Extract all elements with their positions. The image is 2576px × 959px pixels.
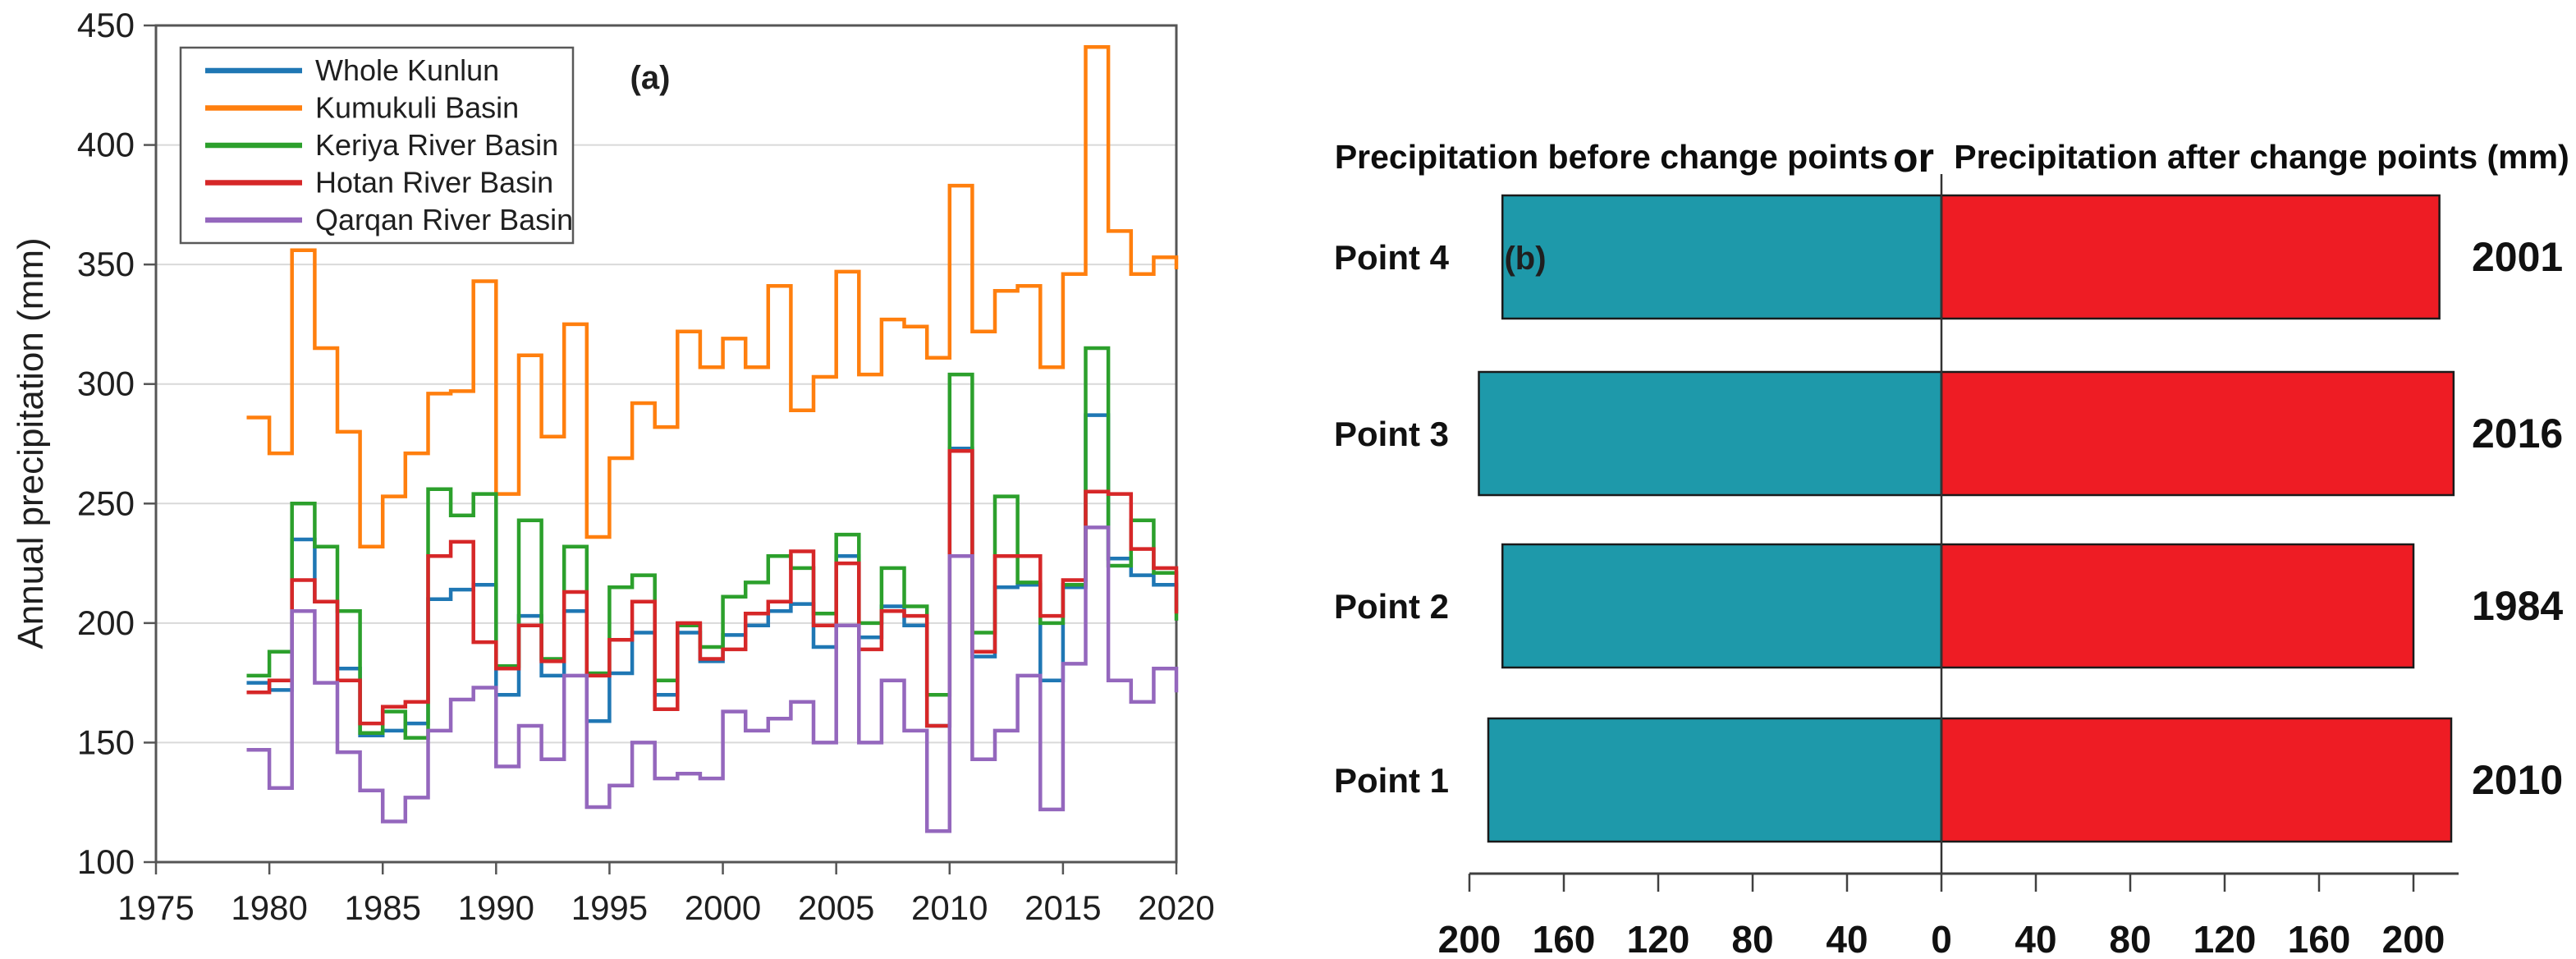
x-tick-label-2000: 2000 (685, 888, 761, 927)
legend-label-whole-kunlun: Whole Kunlun (315, 53, 499, 87)
title-after-change-points: Precipitation after change points (mm) (1954, 138, 2569, 176)
category-label-point-1: Point 1 (1334, 761, 1449, 800)
bar-before-point-4 (1501, 194, 1943, 320)
series-line-whole-kunlun (246, 413, 1179, 737)
y-tick-label-200: 200 (77, 603, 135, 642)
x-tick-label-2010: 2010 (911, 888, 988, 927)
category-label-point-4: Point 4 (1334, 238, 1450, 277)
title-before-change-points: Precipitation before change points (1335, 138, 1888, 176)
legend-label-kumukuli-basin: Kumukuli Basin (315, 91, 519, 125)
x-tick-label-2005: 2005 (798, 888, 874, 927)
y-tick-label-350: 350 (77, 245, 135, 283)
x-tick-label-40-4: 40 (1826, 918, 1868, 959)
y-tick-label-100: 100 (77, 842, 135, 881)
x-tick-label-160-1: 160 (1533, 918, 1596, 959)
y-tick-label-250: 250 (77, 484, 135, 522)
y-tick-label-150: 150 (77, 723, 135, 761)
x-tick-label-200-10: 200 (2382, 918, 2445, 959)
year-label-2010: 2010 (2472, 757, 2563, 803)
category-label-point-3: Point 3 (1334, 415, 1449, 453)
bar-before-point-2 (1501, 543, 1943, 669)
legend-label-qarqan-river-basin: Qarqan River Basin (315, 203, 573, 236)
bar-after-point-2 (1940, 543, 2415, 669)
legend-label-hotan-river-basin: Hotan River Basin (315, 166, 553, 200)
bar-after-point-4 (1940, 194, 2441, 320)
legend-label-keriya-river-basin: Keriya River Basin (315, 128, 558, 162)
x-tick-label-40-6: 40 (2015, 918, 2056, 959)
x-tick-label-80-7: 80 (2109, 918, 2151, 959)
y-tick-label-450: 450 (77, 6, 135, 44)
y-axis-title: Annual precipitation (mm) (11, 237, 51, 649)
axes-group: 100 150 200 250 300 350 400 450 1975 1980 1985 1990… (77, 6, 1215, 927)
x-tick-label-0-5: 0 (1931, 918, 1952, 959)
x-tick-label-200-0: 200 (1438, 918, 1501, 959)
x-tick-label-1980: 1980 (231, 888, 307, 927)
year-label-2001: 2001 (2472, 234, 2563, 280)
series-line-hotan-river-basin (246, 448, 1179, 728)
series-line-kumukuli-basin (246, 44, 1179, 548)
panel-a-label: (a) (630, 60, 671, 96)
title-or: or (1893, 135, 1934, 181)
x-tick-label-2015: 2015 (1024, 888, 1101, 927)
bars-group: Point 4 2001 Point 3 2016 Point 2 1984 Point 1… (1334, 194, 2563, 843)
x-tick-label-1975: 1975 (117, 888, 194, 927)
year-label-1984: 1984 (2472, 583, 2563, 629)
panel-b-label: (b) (1504, 241, 1546, 277)
bar-after-point-1 (1940, 717, 2453, 843)
x-tick-label-2020: 2020 (1138, 888, 1214, 927)
x-tick-label-1985: 1985 (345, 888, 421, 927)
year-label-2016: 2016 (2472, 411, 2563, 457)
y-tick-label-300: 300 (77, 365, 135, 403)
series-lines-group (246, 44, 1179, 833)
x-tick-label-120-8: 120 (2193, 918, 2257, 959)
y-tick-label-400: 400 (77, 126, 135, 164)
x-tick-label-1990: 1990 (458, 888, 534, 927)
x-tick-label-80-3: 80 (1731, 918, 1773, 959)
x-tick-label-160-9: 160 (2288, 918, 2351, 959)
step-chart-annual-precipitation: 100 150 200 250 300 350 400 450 1975 1980 1985 1990… (11, 6, 1215, 927)
bar-before-point-3 (1478, 370, 1943, 497)
plot-border (154, 24, 1178, 864)
bar-after-point-3 (1940, 370, 2455, 497)
series-line-keriya-river-basin (246, 346, 1179, 740)
series-line-qarqan-river-basin (246, 525, 1179, 833)
category-label-point-2: Point 2 (1334, 587, 1449, 626)
bar-before-point-1 (1487, 717, 1943, 843)
x-tick-label-120-2: 120 (1627, 918, 1690, 959)
diverging-bar-chart-change-points: Point 4 2001 Point 3 2016 Point 2 1984 Point 1… (1334, 135, 2569, 959)
x-tick-label-1995: 1995 (571, 888, 648, 927)
axis-group: 200 160 120 80 40 0 40 80 120 160 200 (1438, 174, 2459, 959)
